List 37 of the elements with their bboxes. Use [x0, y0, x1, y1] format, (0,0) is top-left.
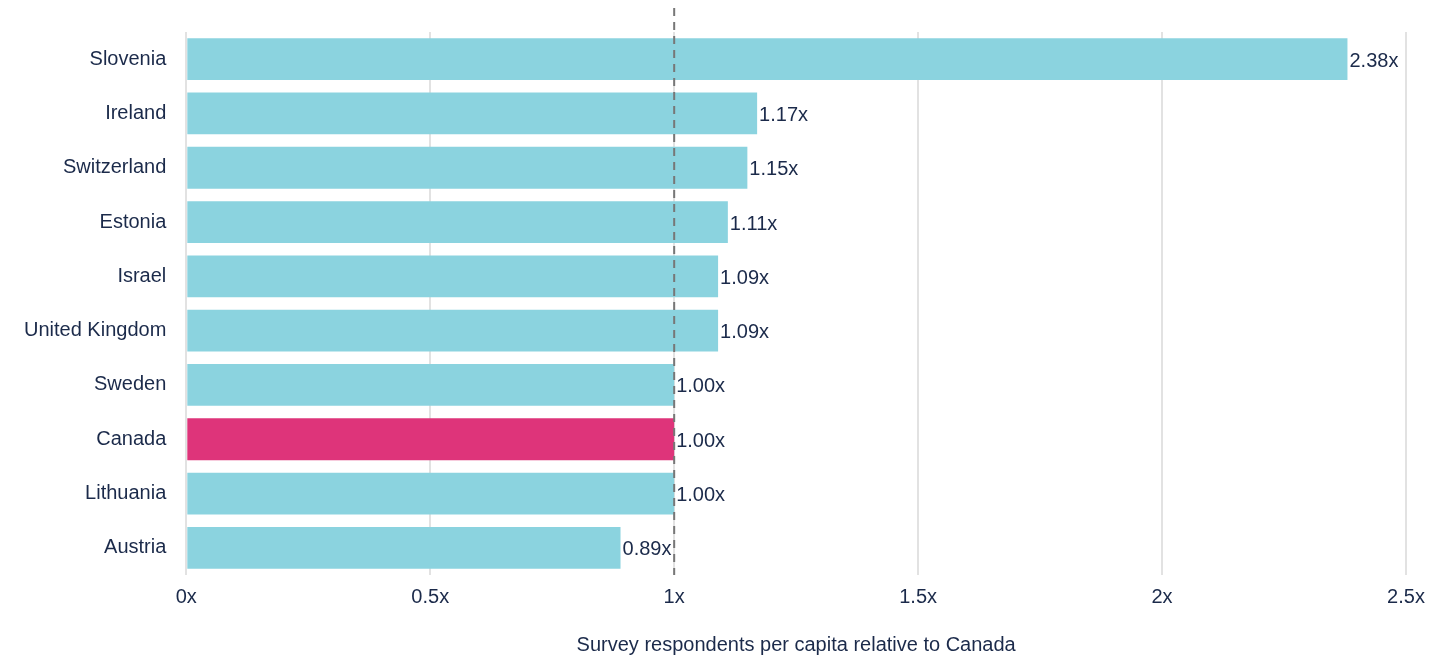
- bar: [187, 201, 728, 243]
- y-tick-label: Sweden: [94, 372, 167, 395]
- data-label: 1.09x: [720, 320, 770, 343]
- data-label: 1.00x: [676, 483, 726, 506]
- data-label: 1.15x: [749, 157, 799, 180]
- x-tick-label: 0x: [175, 584, 197, 607]
- y-tick-label: United Kingdom: [23, 318, 167, 341]
- y-tick-label: Lithuania: [85, 481, 168, 504]
- data-label: 2.38x: [1349, 48, 1399, 71]
- bar: [187, 255, 719, 298]
- data-label: 1.11x: [729, 211, 778, 234]
- bar: [187, 309, 719, 352]
- x-tick-label: 2x: [1151, 584, 1173, 607]
- y-tick-label: Austria: [104, 535, 168, 558]
- y-tick-label: Israel: [117, 263, 167, 286]
- bar: [187, 472, 675, 515]
- bar: [187, 92, 758, 135]
- bar: [187, 526, 621, 569]
- y-tick-label: Canada: [96, 426, 168, 449]
- y-tick-label: Estonia: [99, 209, 168, 232]
- bar: [187, 364, 675, 406]
- x-tick-label: 0.5x: [411, 584, 450, 607]
- x-axis-title: Survey respondents per capita relative to Canada: [576, 632, 1017, 655]
- data-label: 1.17x: [759, 102, 809, 125]
- x-tick-label: 2.5x: [1387, 584, 1425, 607]
- y-tick-label: Switzerland: [62, 155, 167, 178]
- y-tick-label: Ireland: [105, 100, 167, 123]
- data-label: 1.00x: [676, 374, 726, 397]
- bar: [187, 146, 748, 189]
- x-tick-label: 1.5x: [899, 584, 938, 607]
- bar: [187, 38, 1348, 81]
- bar: [187, 418, 675, 461]
- data-label: 1.00x: [676, 428, 726, 451]
- data-label: 1.09x: [720, 265, 770, 288]
- x-tick-label: 1x: [663, 584, 685, 607]
- data-label: 0.89x: [622, 537, 672, 560]
- y-tick-label: Slovenia: [89, 46, 168, 69]
